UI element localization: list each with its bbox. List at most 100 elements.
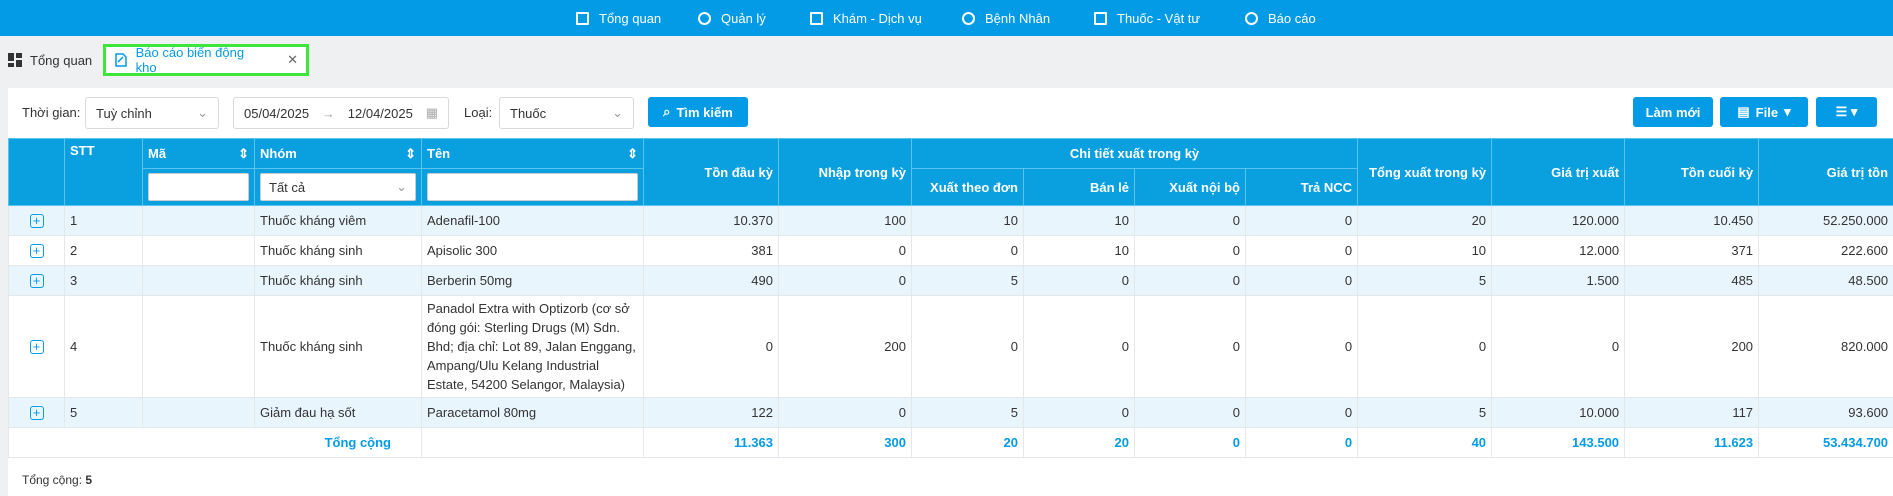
content-card: Thời gian: Tuỳ chỉnh ⌄ 05/04/2025 → 12/04/2… (8, 88, 1893, 496)
cell: 0 (778, 397, 912, 428)
total-row: Tổng cộng 11.363 300 20 20 0 0 40 143.500 11.623 5… (8, 427, 1893, 458)
nav-item[interactable]: Quản lý (698, 0, 766, 36)
cell (142, 235, 255, 266)
header-cell: Bán lẻ (1023, 168, 1135, 206)
cell: 10 (1023, 235, 1135, 266)
cell: 93.600 (1758, 397, 1893, 428)
expand-cell: + (8, 235, 65, 266)
header-cell[interactable]: Mã ⇕ (142, 138, 255, 169)
report-table: STT Mã ⇕ Nhóm ⇕ Tên ⇕ Tồn đầu kỳ Nhập trong… (8, 138, 1893, 458)
filter-cell (142, 168, 255, 206)
cell: 0 (1023, 397, 1135, 428)
close-icon[interactable]: ✕ (287, 52, 298, 67)
tab-label: Báo cáo biến động kho (135, 45, 245, 75)
header-text: Mã (148, 145, 167, 161)
nav-item[interactable]: Khám - Dịch vụ (810, 0, 922, 36)
footer: Tổng cộng: 5 (22, 473, 92, 487)
cell: 10.000 (1491, 397, 1626, 428)
group-select[interactable]: Tất cả ⌄ (260, 173, 416, 201)
file-button[interactable]: ▤ File ▾ (1720, 97, 1808, 127)
nav-label: Quản lý (721, 10, 766, 26)
cell: 53.434.700 (1758, 427, 1893, 458)
table-row: +2 Thuốc kháng sinh Apisolic 300 381 0 0 10 0 0 1… (8, 235, 1893, 266)
table-row: +1 Thuốc kháng viêm Adenafil-100 10.370 100 1… (8, 205, 1893, 236)
header-cell: Tồn đầu kỳ (643, 138, 779, 206)
icon (8, 53, 22, 67)
cell (142, 265, 255, 296)
header-cell: Xuất theo đơn (911, 168, 1024, 206)
cell: 300 (778, 427, 912, 458)
cell: 117 (1624, 397, 1760, 428)
nav-item[interactable]: Bệnh Nhân (962, 0, 1050, 36)
label: Thời gian: (22, 105, 81, 120)
nav-label: Thuốc - Vật tư (1117, 10, 1201, 26)
type-select[interactable]: Thuốc ⌄ (499, 97, 634, 129)
cell: 20 (911, 427, 1024, 458)
nav-label: Bệnh Nhân (985, 10, 1051, 26)
expand-button[interactable]: + (29, 340, 44, 354)
cell: 0 (911, 295, 1024, 398)
cell: Adenafil-100 (421, 205, 644, 236)
table-row: +3 Thuốc kháng sinh Berberin 50mg 490 0 5 0 0 0 5… (8, 265, 1893, 296)
footer-label: Tổng cộng: (22, 473, 83, 487)
nav-label: Tổng quan (599, 10, 662, 26)
cell: 0 (1244, 295, 1359, 398)
header-cell: Giá trị tồn (1758, 138, 1893, 206)
cell: 0 (1491, 295, 1626, 398)
cell: 0 (1244, 265, 1359, 296)
nav-icon (810, 11, 823, 25)
nav-item[interactable]: Tổng quan (576, 0, 661, 36)
text-input[interactable] (148, 173, 249, 201)
cell: 371 (1624, 235, 1760, 266)
expand-button[interactable]: + (29, 214, 44, 228)
cell: 11.363 (643, 427, 779, 458)
expand-button[interactable]: + (29, 406, 44, 420)
cell: 222.600 (1758, 235, 1893, 266)
select-value: Tất cả (269, 179, 306, 195)
header-cell: Xuất nội bộ (1134, 168, 1246, 206)
cell: 2 (64, 235, 143, 266)
cell: 0 (1023, 265, 1135, 296)
header-cell[interactable]: Tên ⇕ (421, 138, 644, 169)
columns-button[interactable]: ☰ ▾ (1816, 97, 1877, 127)
cell: 0 (1134, 235, 1246, 266)
tab[interactable]: Tổng quan (0, 44, 100, 76)
filter-cell (421, 168, 644, 206)
select-value: Tuỳ chỉnh (96, 105, 152, 121)
cell: 200 (778, 295, 912, 398)
search-button[interactable]: ⌕ Tìm kiếm (648, 97, 748, 127)
expand-button[interactable]: + (29, 274, 44, 288)
cell: Berberin 50mg (421, 265, 644, 296)
cell: Apisolic 300 (421, 235, 644, 266)
cell: 0 (1134, 295, 1246, 398)
cell: 820.000 (1758, 295, 1893, 398)
header-text: Tên (427, 145, 451, 161)
cell: 0 (1244, 397, 1359, 428)
cell: 12.000 (1491, 235, 1626, 266)
time-select[interactable]: Tuỳ chỉnh ⌄ (85, 97, 219, 129)
expand-cell: + (8, 205, 65, 236)
header-cell (8, 138, 65, 206)
cell: 10.450 (1624, 205, 1760, 236)
date-range[interactable]: 05/04/2025 → 12/04/2025 ▦ (233, 97, 449, 129)
cell: 3 (64, 265, 143, 296)
refresh-button[interactable]: Làm mới (1633, 97, 1713, 127)
header-cell: Trả NCC (1244, 168, 1359, 206)
label: Loại: (464, 105, 493, 120)
cell: 10 (1357, 235, 1493, 266)
tab-active[interactable]: Báo cáo biến động kho ✕ (103, 44, 309, 76)
cell: 20 (1357, 205, 1493, 236)
nav-item[interactable]: Báo cáo (1245, 0, 1316, 36)
cell (142, 295, 255, 398)
expand-button[interactable]: + (29, 244, 44, 258)
cell: 0 (778, 265, 912, 296)
cell: 0 (911, 235, 1024, 266)
text-input[interactable] (427, 173, 638, 201)
cell: Thuốc kháng viêm (254, 205, 422, 236)
nav-item[interactable]: Thuốc - Vật tư (1094, 0, 1200, 36)
cell: 120.000 (1491, 205, 1626, 236)
header-text: Nhóm (260, 145, 297, 161)
tab-bar: Tổng quan Báo cáo biến động kho ✕ (0, 36, 1893, 81)
header-cell[interactable]: Nhóm ⇕ (254, 138, 422, 169)
